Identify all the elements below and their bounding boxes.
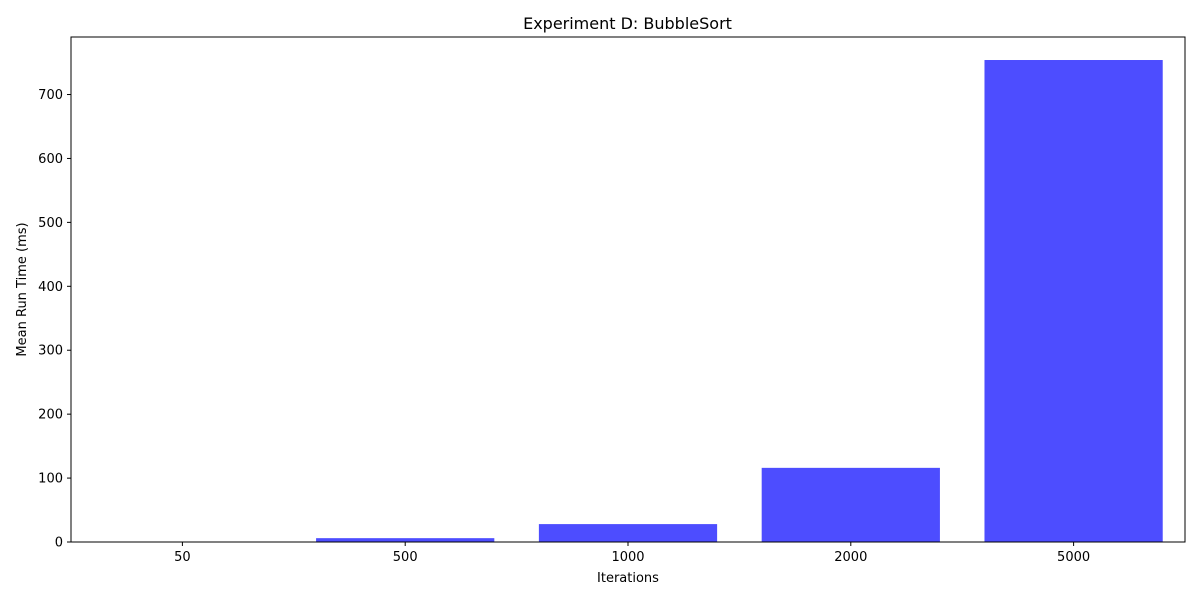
- chart-title: Experiment D: BubbleSort: [523, 14, 732, 33]
- x-tick-label: 2000: [834, 550, 867, 565]
- y-tick-label: 500: [38, 216, 63, 231]
- x-axis-ticks: 50 500 1000 2000 5000: [174, 542, 1090, 565]
- bar-500: [316, 538, 494, 542]
- bar-2000: [762, 468, 940, 542]
- y-tick-label: 200: [38, 408, 63, 423]
- y-tick-label: 600: [38, 152, 63, 167]
- y-axis-ticks: 0 100 200 300 400 500 600 700: [38, 88, 71, 550]
- bar-1000: [539, 524, 717, 542]
- y-tick-label: 300: [38, 344, 63, 359]
- y-tick-label: 100: [38, 472, 63, 487]
- y-tick-label: 700: [38, 88, 63, 103]
- y-axis-title: Mean Run Time (ms): [15, 222, 30, 356]
- y-tick-label: 400: [38, 280, 63, 295]
- x-tick-label: 500: [393, 550, 418, 565]
- bar-5000: [984, 60, 1162, 542]
- bars-group: [93, 60, 1162, 542]
- x-tick-label: 50: [174, 550, 191, 565]
- x-tick-label: 1000: [611, 550, 644, 565]
- x-tick-label: 5000: [1057, 550, 1090, 565]
- x-axis-title: Iterations: [597, 571, 659, 586]
- y-tick-label: 0: [55, 536, 63, 551]
